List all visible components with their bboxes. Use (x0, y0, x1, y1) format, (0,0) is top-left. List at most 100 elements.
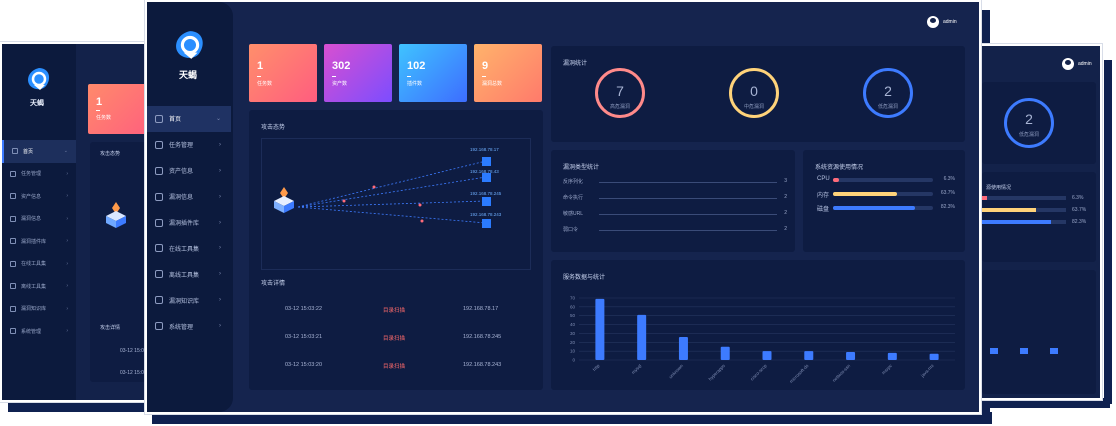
book-icon (10, 305, 16, 312)
bar-netbios-ssn (846, 352, 856, 360)
x-tick-label: netbios-ssn (831, 363, 851, 383)
main-window-shadow (152, 412, 992, 424)
x-tick-label: msrpc (881, 363, 894, 376)
menu-item-plugins[interactable]: 漏洞插件库 › (2, 230, 76, 253)
attacker-server-icon (274, 187, 294, 213)
left-window: 天蝎 首页 ⌄ 任务管理 › 资产信息 › 漏洞信息 › 漏洞插件库 › 在线工具集 › 离… (0, 42, 152, 402)
menu-item-system[interactable]: 系统管理 › (147, 313, 231, 339)
bar-msrpc (887, 352, 897, 360)
y-tick-label: 30 (570, 331, 576, 336)
menu-item-tasks[interactable]: 任务管理 › (2, 163, 76, 186)
y-tick-label: 70 (570, 296, 576, 301)
menu-item-tasks[interactable]: 任务管理 › (147, 132, 231, 158)
bug-icon (10, 215, 16, 222)
logo-icon (176, 31, 203, 59)
settings-icon (10, 328, 16, 335)
left-attack-panel: 攻击态势 攻击详情 03-12 15:03 03-12 15:03 (90, 142, 150, 382)
chevron-right-icon: › (66, 305, 68, 312)
resource-memory: 内存 63.7% (817, 190, 955, 199)
list-item: 命令执行 2 (563, 194, 787, 201)
menu-item-system[interactable]: 系统管理 › (2, 320, 76, 343)
chevron-right-icon: › (66, 238, 68, 245)
user-name[interactable]: admin (1078, 61, 1092, 67)
right-window-side-shadow (1104, 60, 1112, 404)
brand-name: 天蝎 (30, 100, 44, 107)
stat-tasks: 1 任务数 (249, 44, 317, 102)
menu-item-home[interactable]: 首页 ⌄ (147, 106, 231, 132)
y-tick-label: 20 (570, 340, 576, 345)
settings-icon (155, 322, 163, 331)
chevron-right-icon: › (219, 323, 221, 330)
resource-bar (833, 178, 840, 182)
user-avatar[interactable] (927, 16, 939, 28)
menu-item-plugins[interactable]: 漏洞插件库 › (147, 210, 231, 236)
attack-map: 192.168.78.17 192.168.78.43 192.168.78.2… (261, 138, 531, 270)
chevron-right-icon: › (219, 193, 221, 200)
right-low-risk-ring: 2 低危漏洞 (1004, 98, 1054, 148)
book-icon (155, 296, 163, 305)
x-tick-label: hyperapps (708, 363, 727, 382)
chevron-right-icon: › (66, 215, 68, 222)
left-stat-tasks: 1 任务数 (88, 84, 150, 134)
resource-cpu: CPU 6.3% (817, 176, 955, 182)
chevron-right-icon: › (219, 219, 221, 226)
menu-item-knowledge[interactable]: 漏洞知识库 › (2, 298, 76, 321)
table-row: 03-12 15:03:21 目录扫描 192.168.78.245 (285, 334, 502, 342)
chevron-down-icon: ⌄ (63, 148, 68, 155)
menu-item-home[interactable]: 首页 ⌄ (2, 140, 76, 163)
server-stack-icon (106, 202, 126, 228)
menu-item-knowledge[interactable]: 漏洞知识库 › (147, 287, 231, 313)
menu-item-vulns[interactable]: 漏洞信息 › (2, 208, 76, 231)
chevron-right-icon: › (219, 245, 221, 252)
main-menu: 首页 ⌄ 任务管理 › 资产信息 › 漏洞信息 › 漏洞插件库 › 在线工具集 › 离线工具… (147, 106, 231, 339)
bar-java-rmi (929, 353, 939, 360)
chevron-right-icon: › (219, 141, 221, 148)
bar-http (595, 298, 605, 360)
menu-item-offline-tools[interactable]: 离线工具集 › (2, 275, 76, 298)
list-item: 弱口令 2 (563, 226, 787, 233)
database-icon (155, 166, 163, 175)
user-avatar[interactable] (1062, 58, 1074, 70)
bar-microsoft-ds (804, 351, 814, 360)
list-item: 敏感URL 2 (563, 210, 787, 217)
chevron-right-icon: › (66, 283, 68, 290)
home-icon (12, 148, 18, 155)
right-window: admin 2 低危漏洞 源使用情况 6.3% 63.7% 82.3% (974, 44, 1102, 400)
target-cube-icons (482, 157, 491, 228)
medium-risk-ring: 0 中危漏洞 (729, 68, 779, 118)
x-tick-label: java-rmi (919, 363, 935, 379)
bar-unknown (678, 336, 688, 360)
tools-icon (10, 260, 16, 267)
plugin-icon (10, 238, 16, 245)
left-sidebar: 天蝎 首页 ⌄ 任务管理 › 资产信息 › 漏洞信息 › 漏洞插件库 › 在线工具集 › 离… (2, 44, 76, 400)
menu-item-online-tools[interactable]: 在线工具集 › (147, 235, 231, 261)
resource-bar (833, 192, 897, 196)
user-name[interactable]: admin (943, 19, 957, 25)
menu-item-vulns[interactable]: 漏洞信息 › (147, 184, 231, 210)
target-ip-4: 192.168.78.243 (470, 212, 502, 217)
menu-item-assets[interactable]: 资产信息 › (2, 185, 76, 208)
low-risk-ring: 2 低危漏洞 (863, 68, 913, 118)
main-window: 天蝎 首页 ⌄ 任务管理 › 资产信息 › 漏洞信息 › 漏洞插件库 › 在线工具集 › 离… (145, 0, 981, 414)
stat-vulns: 9 漏洞总数 (474, 44, 542, 102)
right-resource-panel: 源使用情况 6.3% 63.7% 82.3% (982, 172, 1096, 262)
x-tick-label: cisco-sccp (749, 363, 768, 382)
task-icon (10, 170, 16, 177)
attack-panel: 攻击态势 (249, 110, 543, 390)
bar-mysql (637, 314, 647, 360)
chevron-right-icon: › (66, 170, 68, 177)
y-tick-label: 10 (570, 349, 576, 354)
right-ring-panel: 2 低危漏洞 (982, 82, 1096, 164)
y-tick-label: 40 (570, 322, 576, 327)
chevron-right-icon: › (219, 297, 221, 304)
x-tick-label: microsoft-ds (789, 363, 810, 384)
chevron-right-icon: › (219, 167, 221, 174)
service-chart-panel: 服务数据与统计 0 10 20 30 40 50 60 70 http mysql unknown h… (551, 260, 965, 390)
menu-item-assets[interactable]: 资产信息 › (147, 158, 231, 184)
plugin-icon (155, 218, 163, 227)
attack-lines (297, 160, 487, 224)
menu-item-online-tools[interactable]: 在线工具集 › (2, 253, 76, 276)
menu-item-offline-tools[interactable]: 离线工具集 › (147, 261, 231, 287)
bar-cisco-sccp (762, 351, 772, 360)
bar-hyperapps (720, 346, 730, 360)
